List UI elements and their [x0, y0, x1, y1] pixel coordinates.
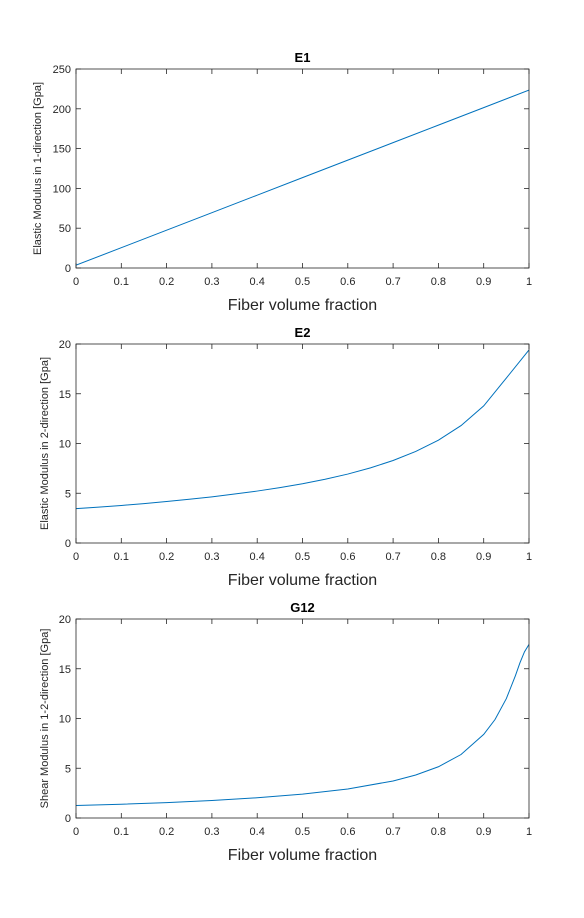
- subplot-e2: E2 Fiber volume fraction Elastic Modulus…: [39, 325, 532, 589]
- y-tick-label: 150: [53, 144, 71, 156]
- y-tick-label: 20: [59, 614, 71, 626]
- x-tick-label: 0.6: [340, 551, 355, 563]
- x-tick-label: 1: [526, 551, 532, 563]
- y-axis-label: Elastic Modulus in 2-direction [Gpa]: [39, 357, 51, 530]
- series-line: [76, 89, 529, 266]
- x-tick-label: 0.5: [295, 551, 310, 563]
- x-tick-label: 0.2: [159, 276, 174, 288]
- series-line: [76, 644, 529, 807]
- plot-area: 0 0.1 0.2 0.3 0.4 0.5 0.6 0.7 0.8 0.9 1 0 50 100 150 20…: [53, 64, 532, 288]
- y-tick-label: 5: [65, 488, 71, 500]
- x-tick-label: 0.5: [295, 276, 310, 288]
- x-tick-label: 0.2: [159, 551, 174, 563]
- x-tick-label: 1: [526, 826, 532, 838]
- y-tick-label: 15: [59, 389, 71, 401]
- subplot-e1: E1 Fiber volume fraction Elastic Modulus…: [32, 50, 532, 314]
- x-tick-label: 0.2: [159, 826, 174, 838]
- x-tick-label: 0.3: [204, 551, 219, 563]
- x-axis-label: Fiber volume fraction: [228, 572, 377, 589]
- x-axis-label: Fiber volume fraction: [228, 847, 377, 864]
- x-tick-label: 0: [73, 276, 79, 288]
- x-tick-label: 0.6: [340, 826, 355, 838]
- x-tick-label: 0.7: [385, 826, 400, 838]
- y-tick-label: 0: [65, 263, 71, 275]
- y-tick-label: 15: [59, 664, 71, 676]
- x-tick-label: 1: [526, 276, 532, 288]
- y-tick-label: 10: [59, 714, 71, 726]
- y-tick-label: 50: [59, 223, 71, 235]
- x-tick-label: 0.1: [114, 826, 129, 838]
- x-tick-label: 0.7: [385, 276, 400, 288]
- x-tick-label: 0.9: [476, 276, 491, 288]
- x-tick-label: 0.1: [114, 276, 129, 288]
- x-tick-label: 0: [73, 826, 79, 838]
- y-tick-label: 20: [59, 339, 71, 351]
- series-line: [76, 349, 529, 510]
- x-tick-label: 0.1: [114, 551, 129, 563]
- subplot-g12: G12 Fiber volume fraction Shear Modulus …: [39, 600, 532, 864]
- y-tick-label: 5: [65, 763, 71, 775]
- x-tick-label: 0.9: [476, 826, 491, 838]
- x-tick-label: 0.3: [204, 276, 219, 288]
- x-tick-label: 0.4: [250, 826, 265, 838]
- y-tick-label: 200: [53, 104, 71, 116]
- x-tick-label: 0.5: [295, 826, 310, 838]
- y-axis-label: Elastic Modulus in 1-direction [Gpa]: [32, 82, 44, 255]
- x-tick-label: 0.8: [431, 826, 446, 838]
- x-tick-label: 0.4: [250, 276, 265, 288]
- y-axis-label: Shear Modulus in 1-2-direction [Gpa]: [39, 629, 51, 809]
- x-tick-label: 0.8: [431, 276, 446, 288]
- x-tick-label: 0.4: [250, 551, 265, 563]
- y-tick-label: 250: [53, 64, 71, 76]
- x-tick-label: 0.8: [431, 551, 446, 563]
- y-tick-label: 100: [53, 183, 71, 195]
- x-tick-label: 0.9: [476, 551, 491, 563]
- subplot-title: E1: [295, 50, 311, 65]
- x-tick-label: 0.6: [340, 276, 355, 288]
- y-tick-label: 0: [65, 538, 71, 550]
- x-tick-label: 0.3: [204, 826, 219, 838]
- x-axis-label: Fiber volume fraction: [228, 297, 377, 314]
- x-tick-label: 0.7: [385, 551, 400, 563]
- y-tick-label: 10: [59, 439, 71, 451]
- x-tick-label: 0: [73, 551, 79, 563]
- y-tick-label: 0: [65, 813, 71, 825]
- subplot-title: G12: [290, 600, 315, 615]
- subplot-title: E2: [295, 325, 311, 340]
